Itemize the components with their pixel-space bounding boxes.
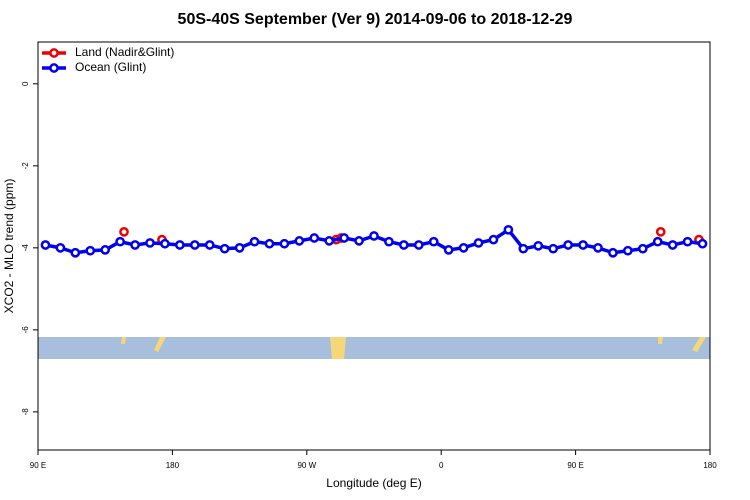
- point: [339, 233, 349, 243]
- point: [175, 240, 185, 250]
- y-tick-label: -4: [21, 244, 30, 252]
- y-axis-label: XCO2 - MLO trend (ppm): [2, 179, 16, 314]
- point: [503, 224, 514, 235]
- point: [189, 240, 200, 250]
- y-tick-label: 0: [21, 81, 30, 86]
- point: [563, 240, 573, 250]
- point: [130, 240, 140, 250]
- x-tick-label: 180: [703, 461, 717, 470]
- point: [115, 236, 125, 247]
- point: [593, 242, 603, 253]
- point: [219, 243, 230, 254]
- point: [309, 233, 320, 243]
- x-tick-label: 0: [439, 461, 444, 470]
- y-tick-label: -6: [21, 326, 30, 334]
- point: [55, 242, 66, 253]
- point: [473, 238, 484, 248]
- legend-marker: [49, 63, 59, 73]
- point: [264, 238, 275, 249]
- x-tick-label: 90 W: [297, 461, 316, 470]
- point: [399, 240, 409, 250]
- point: [204, 240, 215, 250]
- chart-title: 50S-40S September (Ver 9) 2014-09-06 to …: [178, 11, 573, 28]
- point: [384, 236, 394, 247]
- point: [428, 236, 439, 247]
- point: [682, 236, 693, 247]
- point: [160, 238, 170, 249]
- point: [548, 243, 559, 254]
- point: [40, 240, 51, 250]
- point: [85, 245, 96, 256]
- x-tick-label: 180: [166, 461, 180, 470]
- point: [369, 231, 379, 241]
- land-strip: [38, 337, 710, 359]
- point: [145, 238, 155, 248]
- point: [354, 236, 364, 246]
- point: [324, 236, 335, 246]
- legend-label: Ocean (Glint): [75, 60, 146, 74]
- point: [70, 247, 81, 258]
- plot-frame: [37, 41, 711, 451]
- legend-marker: [49, 48, 59, 58]
- point: [637, 243, 648, 254]
- point: [655, 227, 666, 237]
- point: [413, 240, 424, 250]
- point: [234, 242, 245, 253]
- point: [608, 247, 618, 258]
- point: [458, 242, 469, 253]
- x-tick-label: 90 E: [567, 461, 583, 470]
- point: [578, 240, 588, 250]
- point: [697, 238, 708, 249]
- point: [518, 243, 529, 254]
- point: [294, 236, 305, 246]
- x-tick-label: 90 E: [30, 461, 46, 470]
- y-tick-label: -2: [21, 162, 30, 170]
- point: [279, 238, 290, 249]
- point: [623, 245, 633, 256]
- point: [249, 236, 260, 247]
- y-tick-label: -8: [21, 408, 30, 416]
- point: [488, 234, 499, 245]
- x-axis-label: Longitude (deg E): [326, 476, 421, 490]
- point: [100, 245, 111, 255]
- point: [443, 245, 454, 255]
- point: [119, 227, 129, 237]
- legend-label: Land (Nadir&Glint): [75, 45, 174, 59]
- point: [652, 236, 663, 247]
- point: [667, 240, 678, 250]
- point: [533, 240, 544, 251]
